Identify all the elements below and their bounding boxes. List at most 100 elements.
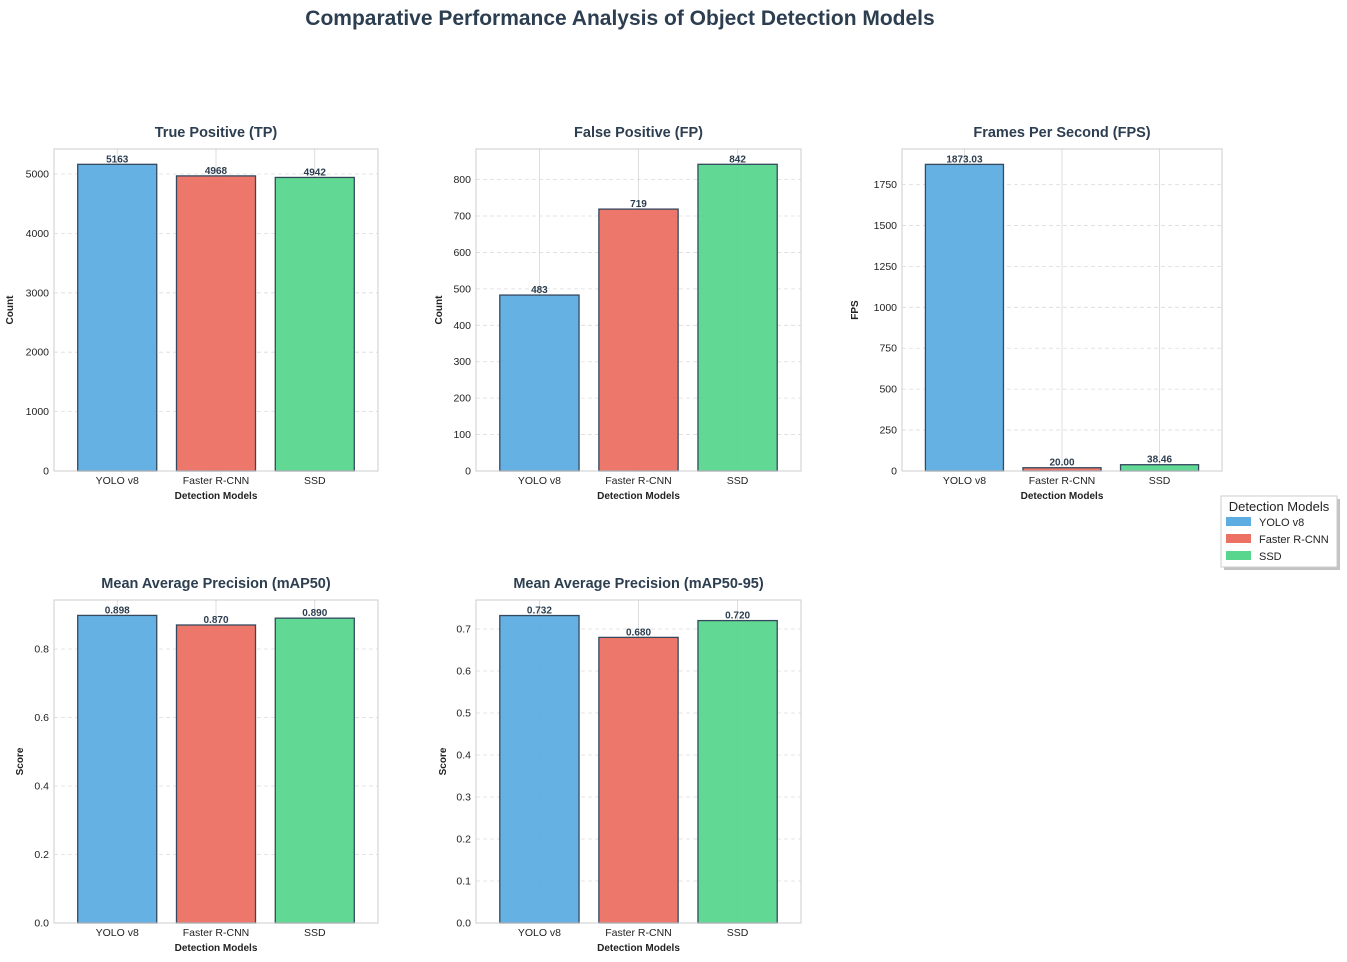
subplot-title: False Positive (FP): [574, 125, 703, 141]
bar-value-label: 4942: [304, 167, 327, 178]
x-tick-label: Faster R-CNN: [1029, 475, 1096, 487]
bar-ssd: [274, 617, 355, 924]
y-axis-label: Score: [438, 747, 449, 775]
y-tick-label: 0.6: [456, 665, 471, 677]
y-tick-label: 1000: [26, 406, 50, 418]
bar-yolo-v8: [77, 614, 158, 924]
figure-title: Comparative Performance Analysis of Obje…: [305, 7, 934, 30]
axes-frame: [475, 148, 802, 472]
y-tick-label: 0.3: [456, 791, 471, 803]
subplot-1: 0 1000 2000 3000 4000 5000 5163 YOLO v8 4968 Fast…: [5, 125, 379, 502]
bar-value-label: 0.870: [203, 615, 228, 626]
y-tick-label: 1500: [874, 220, 898, 232]
y-tick-label: 0.6: [34, 712, 49, 724]
x-tick-label: SSD: [304, 927, 326, 939]
y-tick-label: 0.7: [456, 623, 471, 635]
x-tick-label: YOLO v8: [96, 475, 139, 487]
x-tick-label: SSD: [1149, 475, 1171, 487]
y-tick-label: 250: [879, 425, 897, 437]
bar-value-label: 0.890: [302, 608, 327, 619]
subplot-4: 0.0 0.2 0.4 0.6 0.8 0.898 YOLO v8 0.870 Faster R…: [15, 576, 379, 954]
bar-value-label: 0.898: [105, 605, 130, 616]
y-tick-label: 5000: [26, 169, 50, 181]
x-tick-label: Faster R-CNN: [605, 475, 672, 487]
y-tick-label: 0: [891, 466, 897, 478]
legend-entry: Faster R-CNN: [1259, 534, 1329, 546]
y-axis-label: FPS: [850, 300, 861, 320]
bar-value-label: 0.680: [626, 627, 651, 638]
y-tick-label: 0.2: [34, 849, 49, 861]
legend-swatch: [1226, 551, 1251, 560]
y-tick-label: 0.8: [34, 643, 49, 655]
axes-frame: [475, 599, 802, 924]
legend-entry: SSD: [1259, 551, 1282, 563]
bar-faster-r-cnn: [175, 175, 257, 472]
y-tick-label: 750: [879, 343, 897, 355]
y-tick-label: 1750: [874, 179, 898, 191]
bar-yolo-v8: [499, 294, 580, 472]
bar-value-label: 719: [630, 199, 647, 210]
bar-yolo-v8: [924, 163, 1005, 472]
y-tick-label: 0.0: [34, 918, 49, 930]
y-axis-label: Count: [5, 295, 16, 325]
y-tick-label: 800: [453, 174, 471, 186]
subplot-3: 0 250 500 750 1000 1250 1500 1750 1873.03 YOLO v8…: [850, 125, 1223, 502]
x-tick-label: SSD: [727, 927, 749, 939]
subplot-title: Frames Per Second (FPS): [973, 125, 1150, 141]
bar-value-label: 483: [531, 285, 548, 296]
x-tick-label: Faster R-CNN: [183, 475, 250, 487]
y-tick-label: 200: [453, 393, 471, 405]
subplot-5: 0.0 0.1 0.2 0.3 0.4 0.5 0.6 0.7 0.732 YOLO v8 0.68…: [438, 576, 802, 954]
subplot-title: True Positive (TP): [155, 125, 278, 141]
x-axis-label: Detection Models: [1021, 491, 1104, 502]
axes-frame: [53, 599, 379, 924]
y-tick-label: 0.5: [456, 707, 471, 719]
x-tick-label: Faster R-CNN: [183, 927, 250, 939]
x-tick-label: SSD: [727, 475, 749, 487]
bar-ssd: [697, 619, 778, 924]
bar-faster-r-cnn: [598, 636, 679, 924]
y-tick-label: 0.0: [456, 918, 471, 930]
x-tick-label: SSD: [304, 475, 326, 487]
y-tick-label: 1250: [874, 261, 898, 273]
y-tick-label: 400: [453, 320, 471, 332]
y-tick-label: 0: [43, 466, 49, 478]
axes-frame: [53, 148, 379, 472]
x-tick-label: Faster R-CNN: [605, 927, 672, 939]
y-tick-label: 100: [453, 429, 471, 441]
y-tick-label: 4000: [26, 228, 50, 240]
y-tick-label: 0.1: [456, 875, 471, 887]
y-tick-label: 1000: [874, 302, 898, 314]
legend-swatch: [1226, 517, 1251, 526]
bar-faster-r-cnn: [598, 208, 679, 472]
legend-entry: YOLO v8: [1259, 517, 1304, 529]
bar-value-label: 4968: [205, 166, 228, 177]
bar-value-label: 0.732: [527, 606, 552, 617]
x-axis-label: Detection Models: [175, 491, 258, 502]
x-tick-label: YOLO v8: [518, 475, 561, 487]
bar-yolo-v8: [77, 163, 158, 472]
bar-ssd: [274, 176, 355, 472]
bar-faster-r-cnn: [175, 624, 257, 924]
axes-frame: [901, 148, 1223, 472]
x-axis-label: Detection Models: [175, 943, 258, 954]
bar-ssd: [697, 163, 778, 472]
bar-value-label: 1873.03: [946, 154, 983, 165]
bar-yolo-v8: [499, 614, 580, 924]
subplot-title: Mean Average Precision (mAP50-95): [513, 576, 764, 592]
y-tick-label: 300: [453, 356, 471, 368]
x-axis-label: Detection Models: [597, 491, 680, 502]
y-tick-label: 0.4: [34, 780, 49, 792]
x-tick-label: YOLO v8: [943, 475, 986, 487]
x-tick-label: YOLO v8: [96, 927, 139, 939]
y-tick-label: 700: [453, 211, 471, 223]
subplot-title: Mean Average Precision (mAP50): [101, 576, 331, 592]
y-axis-label: Score: [15, 747, 26, 775]
y-axis-label: Count: [434, 295, 445, 325]
y-tick-label: 2000: [26, 347, 50, 359]
bar-value-label: 842: [729, 154, 746, 165]
bar-value-label: 20.00: [1049, 458, 1074, 469]
y-tick-label: 0: [465, 466, 471, 478]
y-tick-label: 3000: [26, 287, 50, 299]
